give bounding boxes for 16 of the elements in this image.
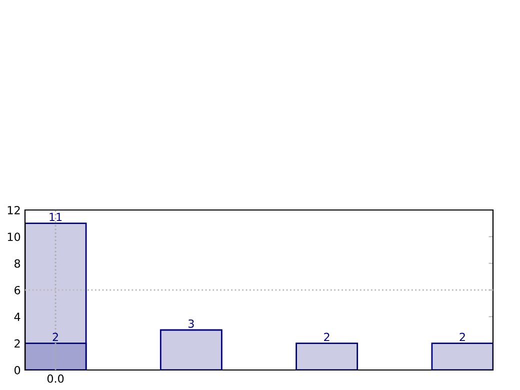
- data-label: 11: [50, 212, 62, 222]
- bar: [296, 342, 358, 370]
- data-label: 2: [52, 332, 58, 342]
- y-tick-label: 8: [14, 259, 20, 268]
- y-tick-label: 6: [14, 286, 20, 294]
- x-tick-label: 0.0: [47, 374, 64, 383]
- y-tick-label: 10: [8, 232, 20, 242]
- y-tick-label: 12: [8, 206, 20, 214]
- y-tick-label: 2: [14, 339, 20, 348]
- data-label: 3: [188, 319, 194, 328]
- data-label: 2: [324, 332, 330, 342]
- y-tick-label: 0: [14, 366, 20, 374]
- data-label: 2: [460, 332, 465, 342]
- y-tick-label: 4: [14, 312, 20, 321]
- bar: [431, 342, 493, 370]
- bar: [160, 329, 222, 370]
